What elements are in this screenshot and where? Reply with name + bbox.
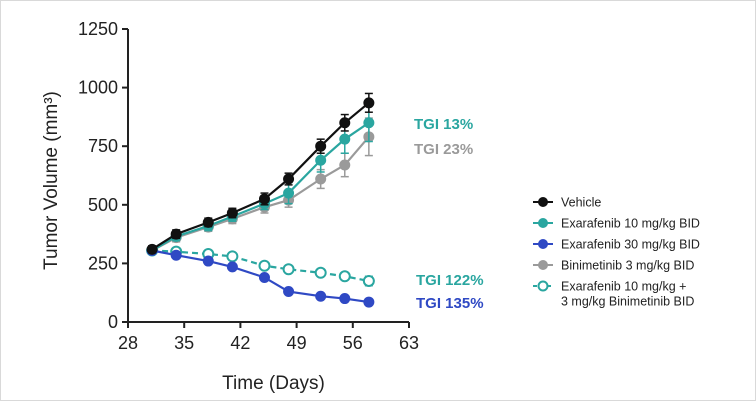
legend-swatch-marker	[538, 260, 548, 270]
data-point	[226, 261, 238, 273]
y-axis-title: Tumor Volume (mm³)	[41, 91, 62, 270]
legend-item: Exarafenib 10 mg/kg +3 mg/kg Binimetinib…	[533, 280, 694, 309]
legend-swatch-marker	[538, 239, 548, 249]
y-tick-label: 500	[88, 195, 118, 215]
legend-swatch-marker	[537, 280, 549, 292]
tgi-label: TGI 13%	[414, 116, 473, 133]
data-point	[226, 250, 239, 263]
data-point	[362, 274, 375, 287]
series-line	[151, 101, 370, 251]
data-point	[338, 270, 351, 283]
data-point	[258, 193, 270, 205]
plot-area	[146, 92, 375, 308]
x-tick-label: 56	[343, 333, 363, 353]
legend-label: Binimetinib 3 mg/kg BID	[561, 259, 694, 273]
data-point	[258, 271, 270, 283]
data-point	[283, 173, 295, 185]
legend-label: Vehicle	[561, 196, 601, 210]
data-point	[282, 263, 295, 276]
data-point	[146, 243, 158, 255]
data-point	[202, 255, 214, 267]
data-point	[339, 293, 351, 305]
data-point	[339, 159, 351, 171]
data-point	[363, 97, 375, 109]
legend-label: 3 mg/kg Binimetinib BID	[561, 295, 694, 309]
data-point	[315, 173, 327, 185]
y-tick-label: 0	[108, 312, 118, 332]
data-point	[363, 117, 375, 129]
x-tick-label: 49	[287, 333, 307, 353]
legend-swatch-marker	[538, 218, 548, 228]
tgi-label: TGI 122%	[416, 272, 484, 289]
tgi-label: TGI 135%	[416, 295, 484, 312]
legend: Vehicle Exarafenib 10 mg/kg BID Exarafenib…	[533, 196, 700, 309]
legend-label: Exarafenib 10 mg/kg BID	[561, 217, 700, 231]
data-point	[339, 133, 351, 145]
y-tick-label: 250	[88, 253, 118, 273]
series-0	[146, 92, 375, 255]
data-point	[226, 207, 238, 219]
data-point	[258, 259, 271, 272]
data-point	[315, 290, 327, 302]
legend-swatch-marker	[538, 197, 548, 207]
legend-item: Exarafenib 30 mg/kg BID	[533, 238, 700, 252]
data-point	[170, 228, 182, 240]
data-point	[202, 216, 214, 228]
series-2	[146, 245, 375, 308]
x-axis-title: Time (Days)	[222, 373, 325, 394]
data-point	[315, 140, 327, 152]
x-tick-label: 28	[118, 333, 138, 353]
x-tick-label: 63	[399, 333, 419, 353]
y-tick-label: 1250	[78, 19, 118, 39]
data-point	[283, 286, 295, 298]
data-point	[283, 187, 295, 199]
data-point	[315, 154, 327, 166]
annotations: TGI 13% TGI 23% TGI 122% TGI 135%	[414, 116, 484, 312]
data-point	[314, 266, 327, 279]
tgi-label: TGI 23%	[414, 141, 473, 158]
legend-label: Exarafenib 10 mg/kg +	[561, 280, 686, 294]
y-tick-label: 750	[88, 136, 118, 156]
x-tick-label: 35	[174, 333, 194, 353]
x-tick-label: 42	[230, 333, 250, 353]
data-point	[170, 249, 182, 261]
data-point	[339, 117, 351, 129]
data-point	[363, 296, 375, 308]
legend-item: Exarafenib 10 mg/kg BID	[533, 217, 700, 231]
y-tick-label: 1000	[78, 78, 118, 98]
legend-label: Exarafenib 30 mg/kg BID	[561, 238, 700, 252]
legend-item: Binimetinib 3 mg/kg BID	[533, 259, 694, 273]
legend-item: Vehicle	[533, 196, 601, 210]
